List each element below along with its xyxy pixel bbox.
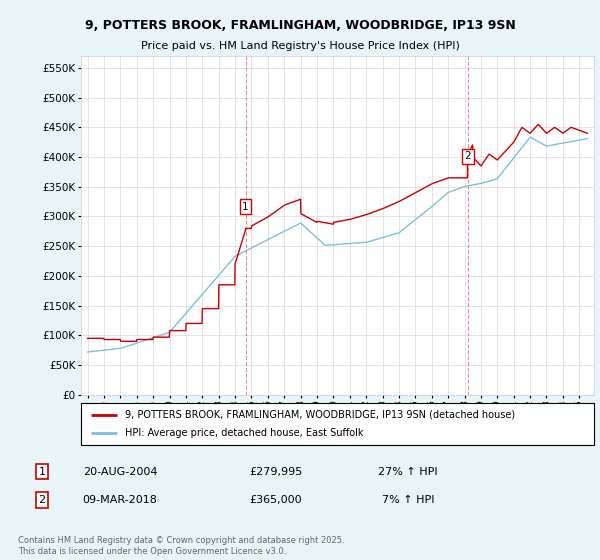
Text: £365,000: £365,000 [250,495,302,505]
Text: 2: 2 [464,151,471,161]
Text: 1: 1 [38,466,46,477]
Text: 9, POTTERS BROOK, FRAMLINGHAM, WOODBRIDGE, IP13 9SN (detached house): 9, POTTERS BROOK, FRAMLINGHAM, WOODBRIDG… [125,410,515,420]
Text: HPI: Average price, detached house, East Suffolk: HPI: Average price, detached house, East… [125,428,363,438]
Text: Contains HM Land Registry data © Crown copyright and database right 2025.
This d: Contains HM Land Registry data © Crown c… [18,536,344,556]
Text: 9, POTTERS BROOK, FRAMLINGHAM, WOODBRIDGE, IP13 9SN: 9, POTTERS BROOK, FRAMLINGHAM, WOODBRIDG… [85,18,515,32]
FancyBboxPatch shape [81,403,594,445]
Text: 7% ↑ HPI: 7% ↑ HPI [382,495,434,505]
Text: 1: 1 [242,202,249,212]
Text: 27% ↑ HPI: 27% ↑ HPI [378,466,438,477]
Text: 2: 2 [38,495,46,505]
Text: 20-AUG-2004: 20-AUG-2004 [83,466,157,477]
Text: 09-MAR-2018: 09-MAR-2018 [83,495,157,505]
Text: £279,995: £279,995 [250,466,302,477]
Text: Price paid vs. HM Land Registry's House Price Index (HPI): Price paid vs. HM Land Registry's House … [140,41,460,51]
